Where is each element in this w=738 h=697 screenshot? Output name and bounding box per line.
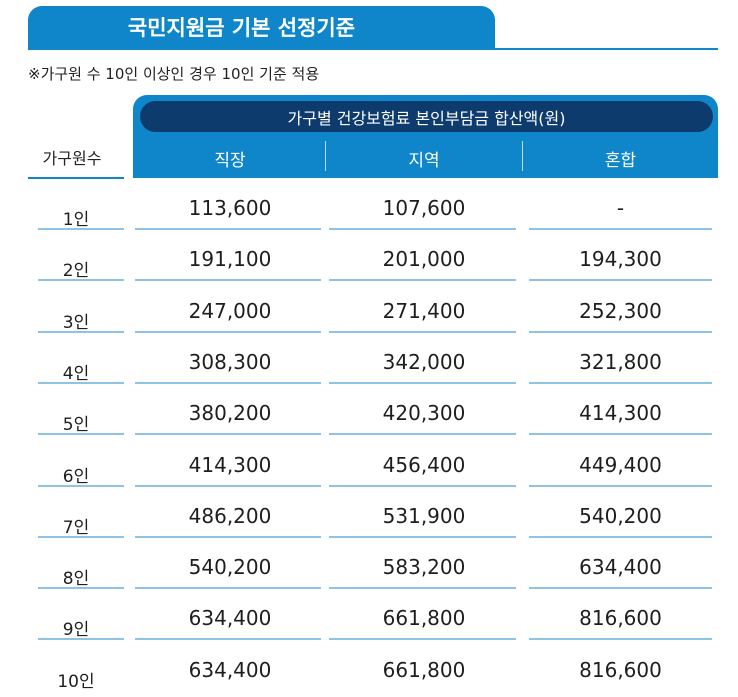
- page-title: 국민지원금 기본 선정기준: [28, 6, 495, 48]
- criteria-note: ※가구원 수 10인 이상인 경우 10인 기준 적용: [28, 65, 320, 83]
- row-divider: [529, 536, 712, 538]
- row-label: 9인: [62, 619, 90, 640]
- row-divider: [529, 382, 712, 384]
- column-separator: [325, 141, 326, 171]
- row-divider: [38, 331, 124, 333]
- row-divider: [135, 638, 321, 640]
- row-divider: [135, 331, 321, 333]
- table-cell: 194,300: [579, 247, 662, 271]
- group-header: 가구별 건강보험료 본인부담금 합산액(원): [140, 101, 713, 132]
- column-header-region: 지역: [408, 150, 440, 171]
- row-divider: [329, 279, 516, 281]
- table-cell: 420,300: [382, 401, 466, 425]
- table-cell: -: [616, 196, 625, 220]
- table-cell: 414,300: [579, 401, 662, 425]
- row-divider: [38, 382, 124, 384]
- row-divider: [529, 638, 712, 640]
- table-cell: 634,400: [579, 555, 662, 579]
- row-divider: [135, 382, 321, 384]
- table-cell: 380,200: [188, 401, 272, 425]
- row-divider: [329, 228, 516, 230]
- table-cell: 449,400: [579, 453, 662, 477]
- row-divider: [329, 485, 516, 487]
- row-label: 8인: [62, 568, 90, 589]
- table-cell: 271,400: [382, 299, 466, 323]
- row-label: 1인: [62, 209, 90, 230]
- row-divider: [38, 587, 124, 589]
- row-divider: [135, 228, 321, 230]
- row-label: 6인: [62, 466, 90, 487]
- row-label: 7인: [62, 517, 90, 538]
- row-header-divider: [28, 177, 124, 179]
- row-divider: [38, 638, 124, 640]
- table-cell: 816,600: [579, 658, 662, 682]
- row-divider: [529, 485, 712, 487]
- row-divider: [329, 433, 516, 435]
- table-cell: 816,600: [579, 606, 662, 630]
- table-cell: 456,400: [382, 453, 466, 477]
- table-cell: 247,000: [188, 299, 272, 323]
- column-header-workplace: 직장: [214, 150, 246, 171]
- table-cell: 486,200: [188, 504, 272, 528]
- row-divider: [529, 433, 712, 435]
- table-cell: 661,800: [382, 658, 466, 682]
- row-divider: [329, 382, 516, 384]
- row-label: 5인: [62, 414, 90, 435]
- row-divider: [329, 638, 516, 640]
- row-divider: [135, 587, 321, 589]
- table-cell: 540,200: [579, 504, 662, 528]
- row-divider: [38, 279, 124, 281]
- row-label: 3인: [62, 312, 90, 333]
- row-divider: [38, 536, 124, 538]
- table-cell: 634,400: [188, 658, 272, 682]
- table-cell: 321,800: [579, 350, 662, 374]
- row-label: 4인: [62, 363, 90, 384]
- page-title-text: 국민지원금 기본 선정기준: [127, 16, 356, 40]
- row-divider: [135, 536, 321, 538]
- row-label: 10인: [57, 671, 95, 692]
- row-divider: [329, 536, 516, 538]
- table-cell: 191,100: [188, 247, 272, 271]
- row-header: 가구원수: [42, 149, 102, 168]
- table-cell: 540,200: [188, 555, 272, 579]
- table-cell: 531,900: [382, 504, 466, 528]
- table-cell: 252,300: [579, 299, 662, 323]
- table-cell: 201,000: [382, 247, 466, 271]
- row-divider: [135, 433, 321, 435]
- row-divider: [329, 587, 516, 589]
- row-divider: [329, 331, 516, 333]
- row-divider: [135, 279, 321, 281]
- row-divider: [529, 331, 712, 333]
- row-divider: [38, 485, 124, 487]
- table-cell: 661,800: [382, 606, 466, 630]
- table-cell: 308,300: [188, 350, 272, 374]
- row-divider: [529, 279, 712, 281]
- row-divider: [135, 485, 321, 487]
- row-divider: [529, 587, 712, 589]
- column-separator: [522, 141, 523, 171]
- row-divider: [529, 228, 712, 230]
- row-divider: [38, 228, 124, 230]
- table-cell: 583,200: [382, 555, 466, 579]
- table-cell: 107,600: [382, 196, 466, 220]
- row-label: 2인: [62, 260, 90, 281]
- column-header-mixed: 혼합: [604, 150, 637, 171]
- table-cell: 113,600: [188, 196, 272, 220]
- table-cell: 634,400: [188, 606, 272, 630]
- row-divider: [38, 433, 124, 435]
- table-cell: 414,300: [188, 453, 272, 477]
- table-cell: 342,000: [382, 350, 466, 374]
- title-divider: [28, 48, 718, 50]
